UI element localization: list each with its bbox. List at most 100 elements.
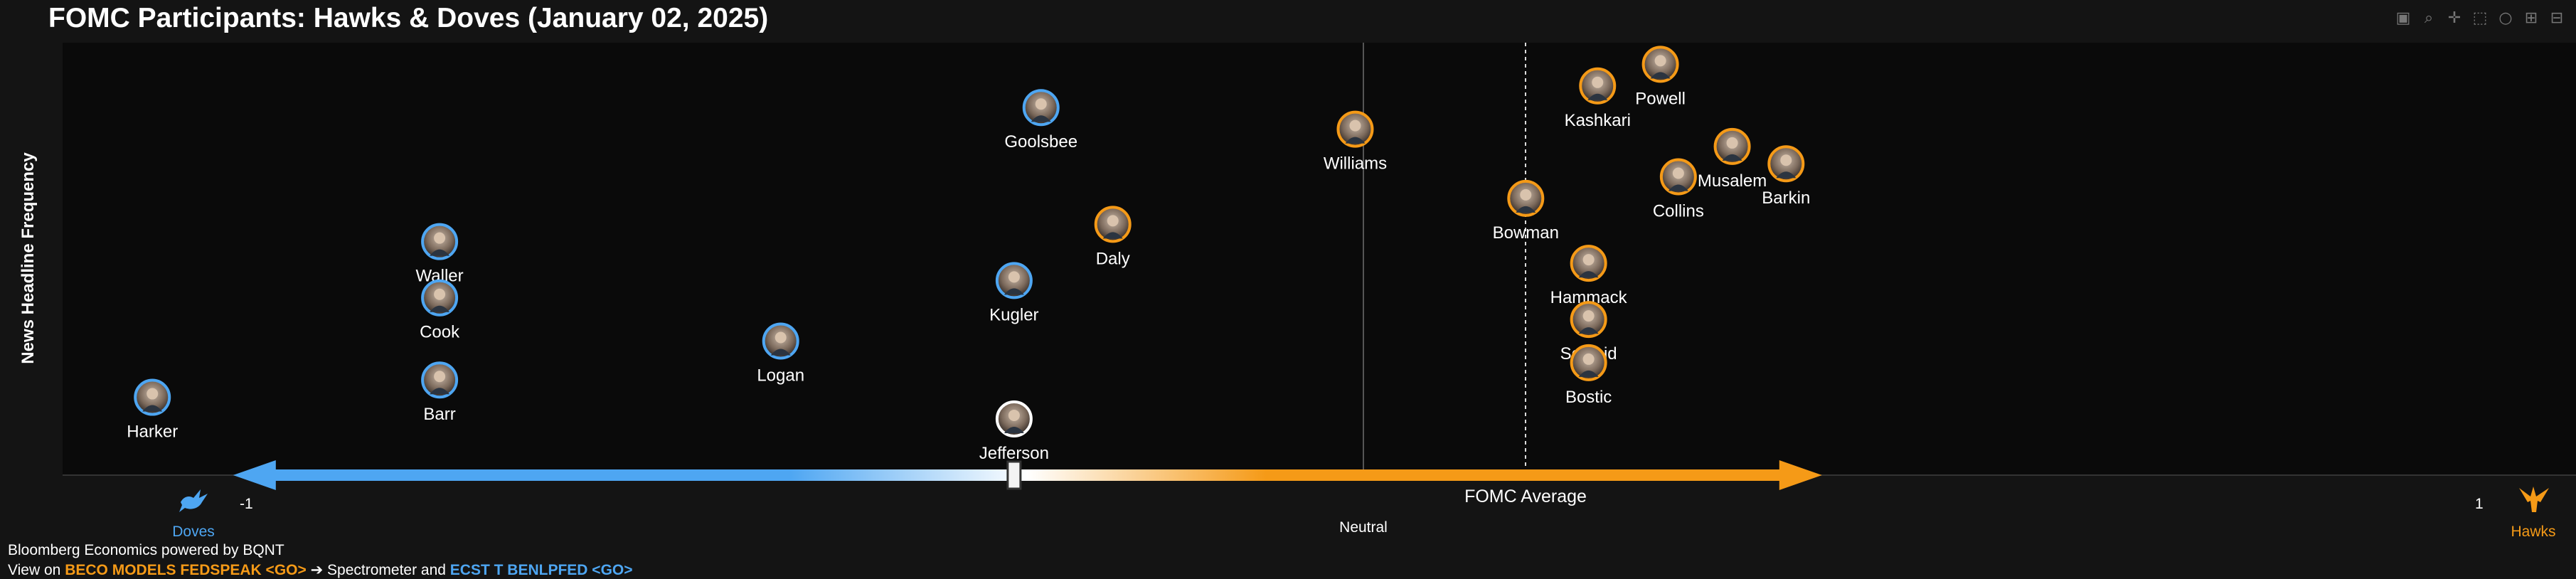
neutral-label: Neutral (1339, 519, 1388, 536)
data-point-cook[interactable]: Cook (420, 279, 460, 342)
portrait-head (1582, 310, 1595, 322)
portrait-body (1578, 271, 1599, 278)
portrait-body (1587, 93, 1608, 100)
camera-icon[interactable]: ▣ (2395, 9, 2411, 27)
point-label: Barr (423, 405, 455, 424)
point-label: Collins (1653, 201, 1704, 221)
data-point-bostic[interactable]: Bostic (1565, 344, 1612, 407)
point-label: Cook (420, 323, 460, 342)
chart-title: FOMC Participants: Hawks & Doves (Januar… (48, 3, 769, 33)
portrait-body (430, 388, 450, 395)
portrait-head (1582, 353, 1595, 365)
zoom-icon[interactable]: ⌕ (2424, 9, 2434, 27)
point-label: Daly (1096, 249, 1130, 268)
portrait-body (1668, 184, 1688, 191)
hawk-dove-arrow (233, 460, 1822, 490)
data-point-hammack[interactable]: Hammack (1550, 245, 1628, 307)
portrait-body (1516, 206, 1536, 213)
portrait-body (1004, 426, 1024, 433)
data-point-musalem[interactable]: Musalem (1698, 127, 1767, 191)
lasso-icon[interactable]: ○ (2498, 9, 2513, 27)
point-label: Musalem (1698, 171, 1767, 191)
footer-credit: Bloomberg Economics powered by BQNT (8, 542, 284, 558)
portrait-head (1582, 254, 1595, 266)
point-label: Bostic (1565, 388, 1612, 407)
data-point-kashkari[interactable]: Kashkari (1565, 67, 1631, 130)
hawk-icon (2519, 487, 2549, 512)
point-label: Jefferson (979, 444, 1049, 463)
portrait-body (1578, 370, 1599, 377)
hawks-label: Hawks (2511, 524, 2556, 540)
point-label: Kugler (989, 305, 1038, 324)
portrait-body (1345, 137, 1366, 144)
data-point-barr[interactable]: Barr (421, 361, 459, 424)
portrait-head (1349, 119, 1361, 132)
plot-area[interactable] (63, 43, 2576, 475)
data-point-williams[interactable]: Williams (1324, 110, 1387, 174)
fomc-average-label: FOMC Average (1464, 487, 1587, 506)
chart-toolbar: ▣ ⌕ ✛ ⬚ ○ ⊞ ⊟ (2394, 9, 2566, 27)
portrait-head (775, 331, 787, 344)
portrait-head (1672, 167, 1684, 179)
portrait-body (1031, 115, 1051, 122)
data-point-bowman[interactable]: Bowman (1493, 179, 1559, 243)
portrait-body (1578, 327, 1599, 334)
portrait-head (434, 288, 446, 300)
portrait-body (1650, 72, 1671, 79)
footer-links: View on BECO MODELS FEDSPEAK <GO> ➔ Spec… (8, 561, 633, 579)
data-point-harker[interactable]: Harker (127, 378, 178, 442)
benlpfed-command-link[interactable]: ECST T BENLPFED <GO> (449, 562, 633, 578)
point-label: Bowman (1493, 223, 1559, 243)
point-label: Barkin (1762, 188, 1810, 208)
portrait-head (1520, 188, 1532, 201)
x-tick-label: -1 (240, 496, 253, 512)
data-point-waller[interactable]: Waller (416, 223, 464, 286)
point-label: Harker (127, 423, 178, 442)
portrait-head (434, 232, 446, 244)
data-point-powell[interactable]: Powell (1635, 46, 1686, 108)
portrait-head (1726, 137, 1738, 149)
arrow-body (233, 460, 1822, 490)
portrait-body (142, 405, 163, 412)
portrait-head (434, 371, 446, 383)
point-label: Goolsbee (1004, 132, 1077, 152)
data-point-collins[interactable]: Collins (1653, 158, 1704, 221)
data-point-daly[interactable]: Daly (1094, 206, 1132, 268)
portrait-head (1780, 154, 1792, 166)
portrait-head (1654, 55, 1666, 67)
box-select-icon[interactable]: ⬚ (2472, 9, 2488, 27)
portrait-head (1592, 76, 1604, 88)
portrait-body (1102, 232, 1123, 239)
portrait-head (1008, 271, 1020, 283)
footer-arrow-text: ➔ Spectrometer and (310, 562, 446, 578)
point-label: Williams (1324, 154, 1387, 174)
footer-view-on: View on (8, 562, 61, 578)
portrait-body (430, 249, 450, 256)
data-point-barkin[interactable]: Barkin (1762, 145, 1810, 208)
portrait-body (1776, 171, 1797, 179)
portrait-head (1035, 98, 1047, 110)
data-point-logan[interactable]: Logan (757, 322, 804, 386)
portrait-body (770, 349, 791, 356)
portrait-head (147, 388, 159, 400)
portrait-head (1107, 215, 1119, 227)
neutral-marker (1006, 460, 1022, 490)
portrait-body (1722, 154, 1742, 161)
portrait-head (1008, 409, 1020, 421)
portrait-body (1004, 288, 1024, 295)
point-label: Logan (757, 366, 804, 386)
zoom-out-icon[interactable]: ⊟ (2550, 9, 2564, 27)
pan-icon[interactable]: ✛ (2447, 9, 2461, 27)
zoom-in-icon[interactable]: ⊞ (2524, 9, 2538, 27)
data-point-kugler[interactable]: Kugler (989, 262, 1039, 324)
dove-icon (179, 489, 208, 512)
fedspeak-command-link[interactable]: BECO MODELS FEDSPEAK <GO> (65, 562, 307, 578)
data-point-goolsbee[interactable]: Goolsbee (1004, 89, 1077, 152)
point-label: Kashkari (1565, 111, 1631, 130)
data-point-jefferson[interactable]: Jefferson (979, 400, 1049, 463)
portrait-body (430, 305, 450, 312)
x-tick-label: 1 (2475, 496, 2484, 512)
doves-label: Doves (172, 524, 215, 540)
point-label: Powell (1635, 89, 1686, 108)
